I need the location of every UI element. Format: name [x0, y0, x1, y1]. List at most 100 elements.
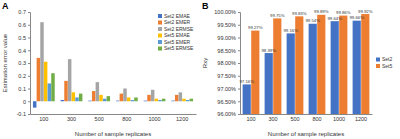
data-label: 99.75%	[270, 13, 285, 18]
legend-swatch	[158, 40, 162, 44]
y-tick-mark	[238, 12, 240, 13]
legend-label: Set5 ERMSE	[164, 45, 194, 51]
x-tick: 1000	[333, 114, 345, 122]
bar	[158, 100, 161, 101]
x-tick: 100	[246, 114, 255, 122]
bar	[103, 99, 106, 102]
panel: -0.100.10.20.30.40.50.60.710030050080010…	[2, 1, 197, 137]
bar	[147, 95, 150, 101]
x-tick: 300	[268, 114, 277, 122]
bar	[151, 90, 154, 101]
x-tick-label: 500	[290, 116, 299, 122]
x-tick: 1200	[176, 114, 188, 122]
x-tick-label: 1200	[176, 116, 188, 122]
y-tick-mark	[238, 114, 240, 115]
x-tick-label: 100	[39, 116, 48, 122]
y-tick: 98.50%	[217, 48, 240, 54]
x-axis-title: Number of sample replicates	[75, 131, 151, 137]
x-axis: 100 300 500 800 1000 1200	[241, 114, 373, 122]
legend-entry: Set2 EMAE	[158, 13, 191, 19]
y-tick-label: 98.50%	[217, 48, 236, 54]
y-tick-mark	[28, 25, 30, 26]
bars	[33, 22, 193, 107]
y-tick-label: 97.50%	[217, 73, 236, 79]
y-tick-label: 0.6	[18, 22, 26, 28]
bar	[175, 95, 178, 101]
y-tick-label: 96.50%	[217, 99, 236, 105]
y-axis: 96.00%96.50%97.00%97.50%98.00%98.50%99.0…	[214, 9, 240, 117]
x-axis: 10030050080010001200	[31, 114, 197, 122]
bar	[61, 100, 64, 101]
y-tick-mark	[238, 101, 240, 102]
legend-swatch	[158, 21, 162, 25]
bar	[339, 16, 347, 114]
bar	[179, 92, 182, 101]
y-axis-line	[238, 13, 241, 115]
y-tick-mark	[238, 25, 240, 26]
bar	[309, 24, 317, 114]
x-tick-label: 300	[67, 116, 76, 122]
y-tick-mark	[28, 101, 30, 102]
y-tick-label: 96.00%	[217, 111, 236, 117]
legend-swatch	[158, 14, 162, 18]
bar	[44, 62, 47, 102]
bar	[131, 100, 134, 101]
bar	[116, 100, 119, 102]
legend-label: Set2 ERMSE	[164, 26, 194, 32]
x-tick-label: 1000	[148, 116, 160, 122]
y-tick: 97.00%	[217, 86, 240, 92]
y-tick-mark	[238, 38, 240, 39]
y-tick-mark	[28, 38, 30, 39]
y-tick: 100.00%	[214, 9, 240, 15]
data-label: 99.66%	[349, 15, 364, 20]
legend-label: Set5 EMAE	[164, 32, 191, 38]
y-tick: 0	[23, 99, 30, 105]
bar	[48, 83, 51, 101]
bar	[33, 101, 36, 107]
y-tick-label: 0.5	[18, 35, 26, 41]
y-tick: 0.1	[18, 86, 30, 92]
legend-entry: Set5 ERMSE	[158, 45, 194, 51]
panel-title: B	[202, 1, 209, 11]
y-tick: 98.00%	[217, 60, 240, 66]
bar	[134, 97, 137, 101]
bar	[182, 99, 185, 102]
y-tick: 99.50%	[217, 22, 240, 28]
legend-entry: Set2 EMER	[158, 19, 191, 25]
y-tick-mark	[28, 12, 30, 13]
x-tick-label: 300	[268, 116, 277, 122]
data-label: 99.27%	[248, 25, 263, 30]
y-tick: 97.50%	[217, 73, 240, 79]
y-tick-mark	[28, 114, 30, 115]
y-axis-title: Estimation error value	[2, 33, 8, 92]
bar	[273, 18, 281, 114]
panel: 96.00%96.50%97.00%97.50%98.00%98.50%99.0…	[202, 1, 393, 137]
y-tick-mark	[28, 63, 30, 64]
y-tick-label: 0.4	[18, 48, 26, 54]
bar	[107, 96, 110, 101]
bar	[79, 94, 82, 102]
legend-swatch	[158, 47, 162, 51]
bar	[265, 53, 273, 114]
x-tick-label: 800	[312, 116, 321, 122]
x-tick: 800	[122, 114, 131, 122]
bar	[171, 100, 174, 102]
x-tick: 1200	[355, 114, 367, 122]
bar	[317, 15, 325, 114]
legend-swatch	[158, 34, 162, 38]
y-tick: 0.6	[18, 22, 30, 28]
y-tick-mark	[238, 63, 240, 64]
data-label: 97.16%	[239, 79, 254, 84]
y-tick: 0.3	[18, 60, 30, 66]
y-tick: 0.5	[18, 35, 30, 41]
y-tick-label: 0.2	[18, 73, 26, 79]
y-axis: -0.100.10.20.30.40.50.60.7	[17, 9, 31, 117]
data-label: 98.39%	[261, 48, 276, 53]
y-tick-label: 99.50%	[217, 22, 236, 28]
x-tick: 500	[290, 114, 299, 122]
x-tick-label: 800	[122, 116, 131, 122]
legend-label: Set5	[382, 63, 393, 69]
y-tick: -0.1	[17, 111, 30, 117]
x-axis-line	[31, 114, 197, 115]
legend-entry: Set5 EMAE	[158, 32, 191, 38]
